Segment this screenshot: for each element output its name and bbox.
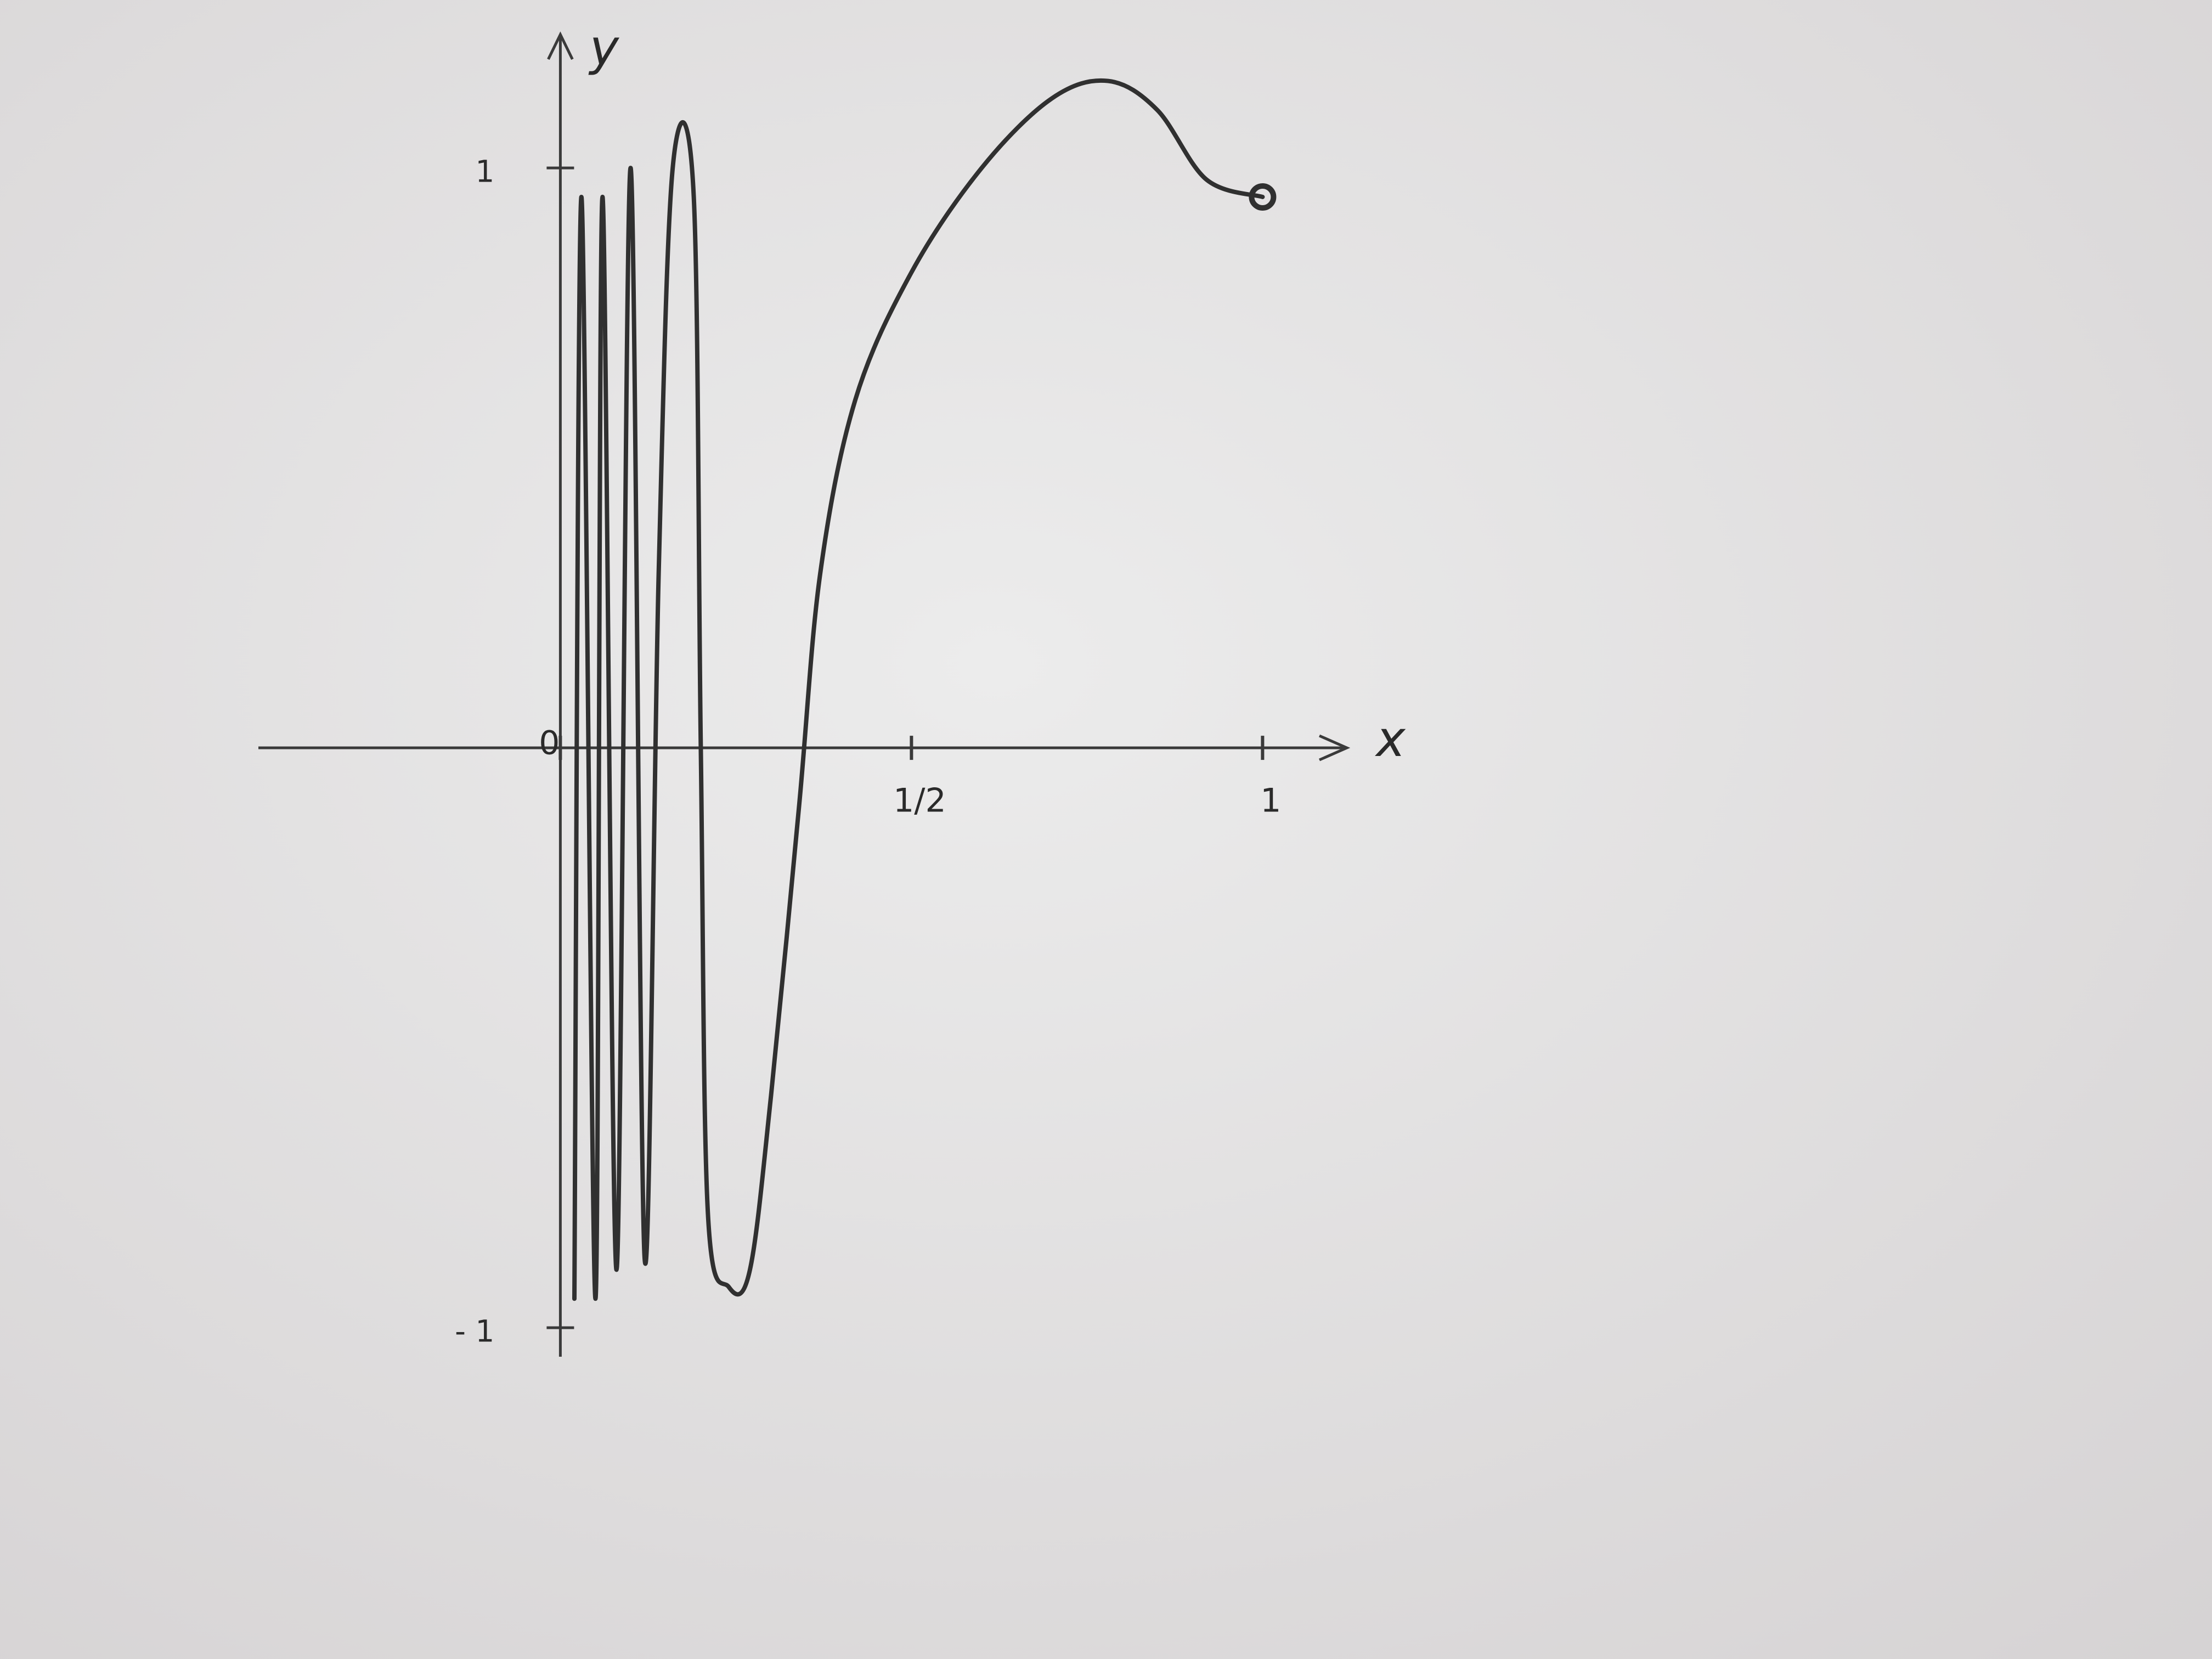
x-tick-label: 0	[539, 724, 560, 763]
y-tick-label: - 1	[455, 1313, 494, 1348]
y-axis-label: y	[588, 19, 620, 77]
end-point	[1249, 183, 1277, 211]
x-axis-arrow	[1318, 734, 1351, 761]
x-tick-label: 1	[1260, 782, 1281, 820]
x-axis-label: x	[1374, 710, 1406, 768]
y-axis-arrow	[547, 31, 574, 60]
y-tick-label: 1	[475, 154, 494, 189]
x-tick-label: 1/2	[893, 782, 946, 820]
curve	[572, 78, 1265, 1301]
